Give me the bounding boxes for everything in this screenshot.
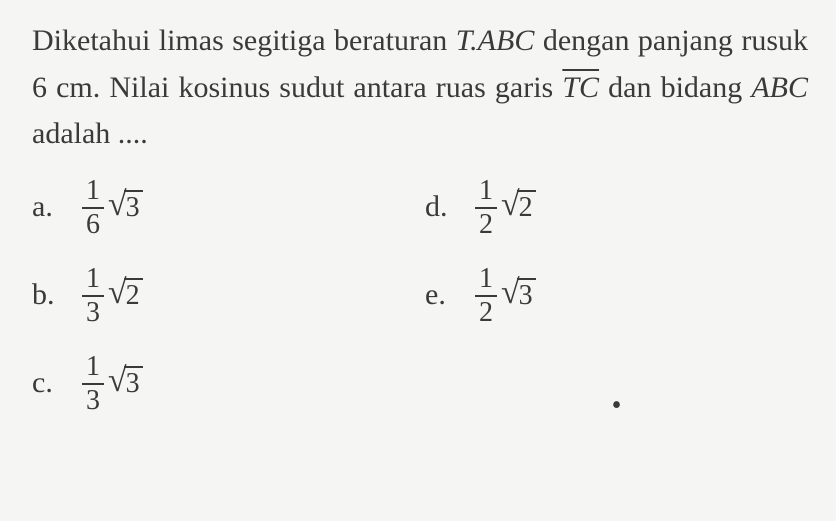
option-d-sqrt: √ 2 (501, 190, 536, 224)
q-tabc: T.ABC (456, 24, 535, 57)
q-segment-tc: TC (562, 71, 599, 104)
q-line-4: adalah .... (32, 117, 148, 150)
option-b-label: b. (32, 272, 82, 319)
option-c: c. 1 3 √ 3 (32, 340, 415, 428)
surd-icon: √ (108, 188, 127, 222)
question-text: Diketahui limas segitiga beraturan T.ABC… (32, 18, 808, 158)
option-a-numerator: 1 (82, 177, 104, 209)
option-b: b. 1 3 √ 2 (32, 252, 415, 340)
q-part-3a: sudut antara ruas garis (279, 71, 562, 104)
option-d-denominator: 2 (475, 209, 497, 239)
surd-icon: √ (108, 364, 127, 398)
option-a-sqrt: √ 3 (108, 190, 143, 224)
option-c-sqrt: √ 3 (108, 366, 143, 400)
option-c-denominator: 3 (82, 385, 104, 415)
option-c-fraction: 1 3 (82, 353, 104, 415)
surd-icon: √ (501, 276, 520, 310)
option-d-numerator: 1 (475, 177, 497, 209)
surd-icon: √ (108, 276, 127, 310)
q-part-1: Diketahui limas segitiga beraturan (32, 24, 456, 57)
trailing-dot: • (425, 340, 808, 440)
option-e: e. 1 2 √ 3 (425, 252, 808, 340)
option-e-sqrt: √ 3 (501, 278, 536, 312)
option-e-label: e. (425, 272, 475, 319)
option-a-label: a. (32, 184, 82, 231)
option-c-label: c. (32, 360, 82, 407)
option-a-fraction: 1 6 (82, 177, 104, 239)
option-e-fraction: 1 2 (475, 265, 497, 327)
option-a-denominator: 6 (82, 209, 104, 239)
option-d: d. 1 2 √ 2 (425, 164, 808, 252)
option-b-numerator: 1 (82, 265, 104, 297)
q-abc: ABC (751, 71, 808, 104)
option-b-sqrt: √ 2 (108, 278, 143, 312)
option-d-fraction: 1 2 (475, 177, 497, 239)
option-e-numerator: 1 (475, 265, 497, 297)
option-d-label: d. (425, 184, 475, 231)
option-c-numerator: 1 (82, 353, 104, 385)
q-part-3b: dan bidang (599, 71, 751, 104)
options-grid: a. 1 6 √ 3 d. 1 2 √ 2 b. 1 (32, 164, 808, 440)
option-b-denominator: 3 (82, 297, 104, 327)
option-e-denominator: 2 (475, 297, 497, 327)
option-b-fraction: 1 3 (82, 265, 104, 327)
dot-icon: • (612, 384, 622, 427)
option-a: a. 1 6 √ 3 (32, 164, 415, 252)
surd-icon: √ (501, 188, 520, 222)
